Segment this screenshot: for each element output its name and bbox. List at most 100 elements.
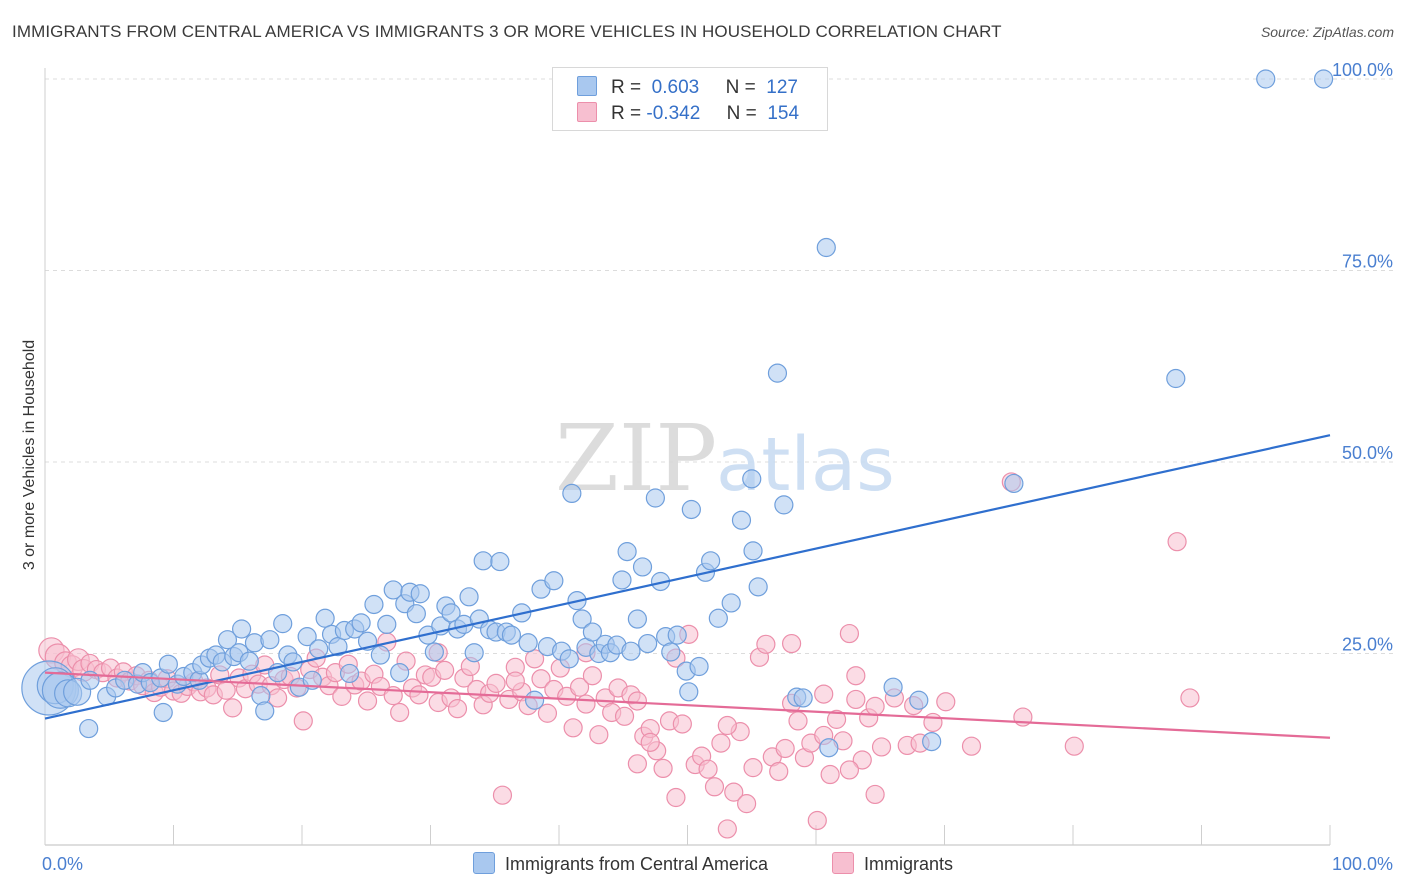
trend-lines [44,434,1331,739]
point-immigrants [435,660,455,680]
legend-r-value: -0.342 [646,103,701,124]
point-immigrants [666,787,686,808]
point-immigrants [865,784,885,805]
point-immigrants [788,711,808,731]
point-immigrants [589,725,609,745]
point-immigrants [223,698,243,718]
point-central-america [909,690,929,710]
legend-r-label: R = [611,103,642,124]
y-tick-label: 50.0% [1342,443,1393,463]
point-immigrants [756,634,776,654]
point-central-america [524,690,545,710]
trend-line-immigrants [44,671,1331,739]
point-central-america [701,551,721,571]
point-central-america [370,645,390,665]
y-axis-label: 3 or more Vehicles in Household [21,339,38,571]
point-immigrants [531,669,551,689]
point-central-america [612,570,632,590]
point-immigrants [704,777,725,797]
y-tick-label: 75.0% [1342,252,1393,272]
point-immigrants [563,718,583,738]
point-central-america [410,584,430,604]
point-central-america [1256,69,1276,89]
point-immigrants [698,759,718,779]
point-central-america [883,677,903,697]
point-immigrants [293,711,313,731]
point-central-america [302,670,322,690]
point-immigrants [737,794,757,814]
point-immigrants [640,732,660,752]
point-central-america [260,630,280,650]
point-central-america [793,688,813,708]
point-immigrants [390,702,410,723]
x-tick-label: 0.0% [42,854,83,874]
point-central-america [562,483,582,504]
point-central-america [501,625,522,645]
point-central-america [351,613,371,633]
point-central-america [1313,69,1334,89]
point-central-america [315,608,335,628]
point-immigrants [486,673,506,693]
point-central-america [621,641,641,661]
point-immigrants [839,760,860,780]
point-immigrants [537,703,558,723]
point-immigrants [627,754,647,774]
point-central-america [582,622,603,642]
legend-swatch-blue [577,76,597,96]
tick-labels: 25.0% 50.0% 75.0% 100.0% 0.0% 100.0% [42,60,1393,874]
legend-r-label: R = [611,77,642,98]
point-central-america [364,594,384,615]
watermark-zip: ZIP [555,405,717,512]
point-immigrants [1064,736,1084,756]
point-immigrants [1180,688,1200,708]
point-immigrants [769,761,789,782]
point-immigrants [724,782,744,802]
point-central-america [731,510,752,530]
point-central-america [464,643,484,663]
point-central-america [244,633,265,653]
point-immigrants [846,689,866,710]
point-immigrants [865,696,885,716]
point-central-america [339,663,360,684]
point-central-america [742,469,762,489]
point-central-america [708,608,728,628]
legend-n-label: N = [726,103,757,124]
bottom-legend-swatch-blue [473,852,495,874]
source-credit: Source: ZipAtlas.com [1260,24,1394,40]
point-immigrants [781,633,802,654]
point-central-america [158,654,178,674]
legend-row-pink: R = -0.342 N = 154 [577,102,799,126]
point-central-america [217,630,238,650]
point-immigrants [814,684,834,704]
point-central-america [232,619,252,639]
point-immigrants [672,714,692,734]
axes [44,68,1331,846]
legend-n-value: 127 [766,77,798,98]
point-central-america [819,738,839,758]
point-central-america [309,639,329,659]
bottom-legend-pink-label: Immigrants [864,854,954,874]
y-tick-label: 100.0% [1332,60,1393,80]
point-central-america [544,571,564,591]
point-immigrants [743,758,763,778]
point-immigrants [923,712,943,733]
point-central-america [721,593,741,613]
point-central-america [424,642,444,662]
point-central-america [273,614,293,634]
point-immigrants [717,715,737,736]
point-immigrants [614,706,635,726]
point-immigrants [576,694,596,714]
point-central-america [816,237,836,258]
point-central-america [255,701,275,721]
legend-row-blue: R = 0.603 N = 127 [577,76,798,100]
point-central-america [459,587,479,607]
x-tick-label: 100.0% [1332,854,1393,874]
point-central-america [627,609,647,629]
correlation-legend: R = 0.603 N = 127 R = -0.342 N = 154 [552,67,828,131]
point-central-america [617,542,637,562]
point-central-america [1004,473,1024,494]
bottom-legend-swatch-pink [832,852,854,874]
chart-title: IMMIGRANTS FROM CENTRAL AMERICA VS IMMIG… [12,22,1002,41]
point-immigrants [807,810,827,831]
bottom-legend-blue: Immigrants from Central America [473,852,768,875]
